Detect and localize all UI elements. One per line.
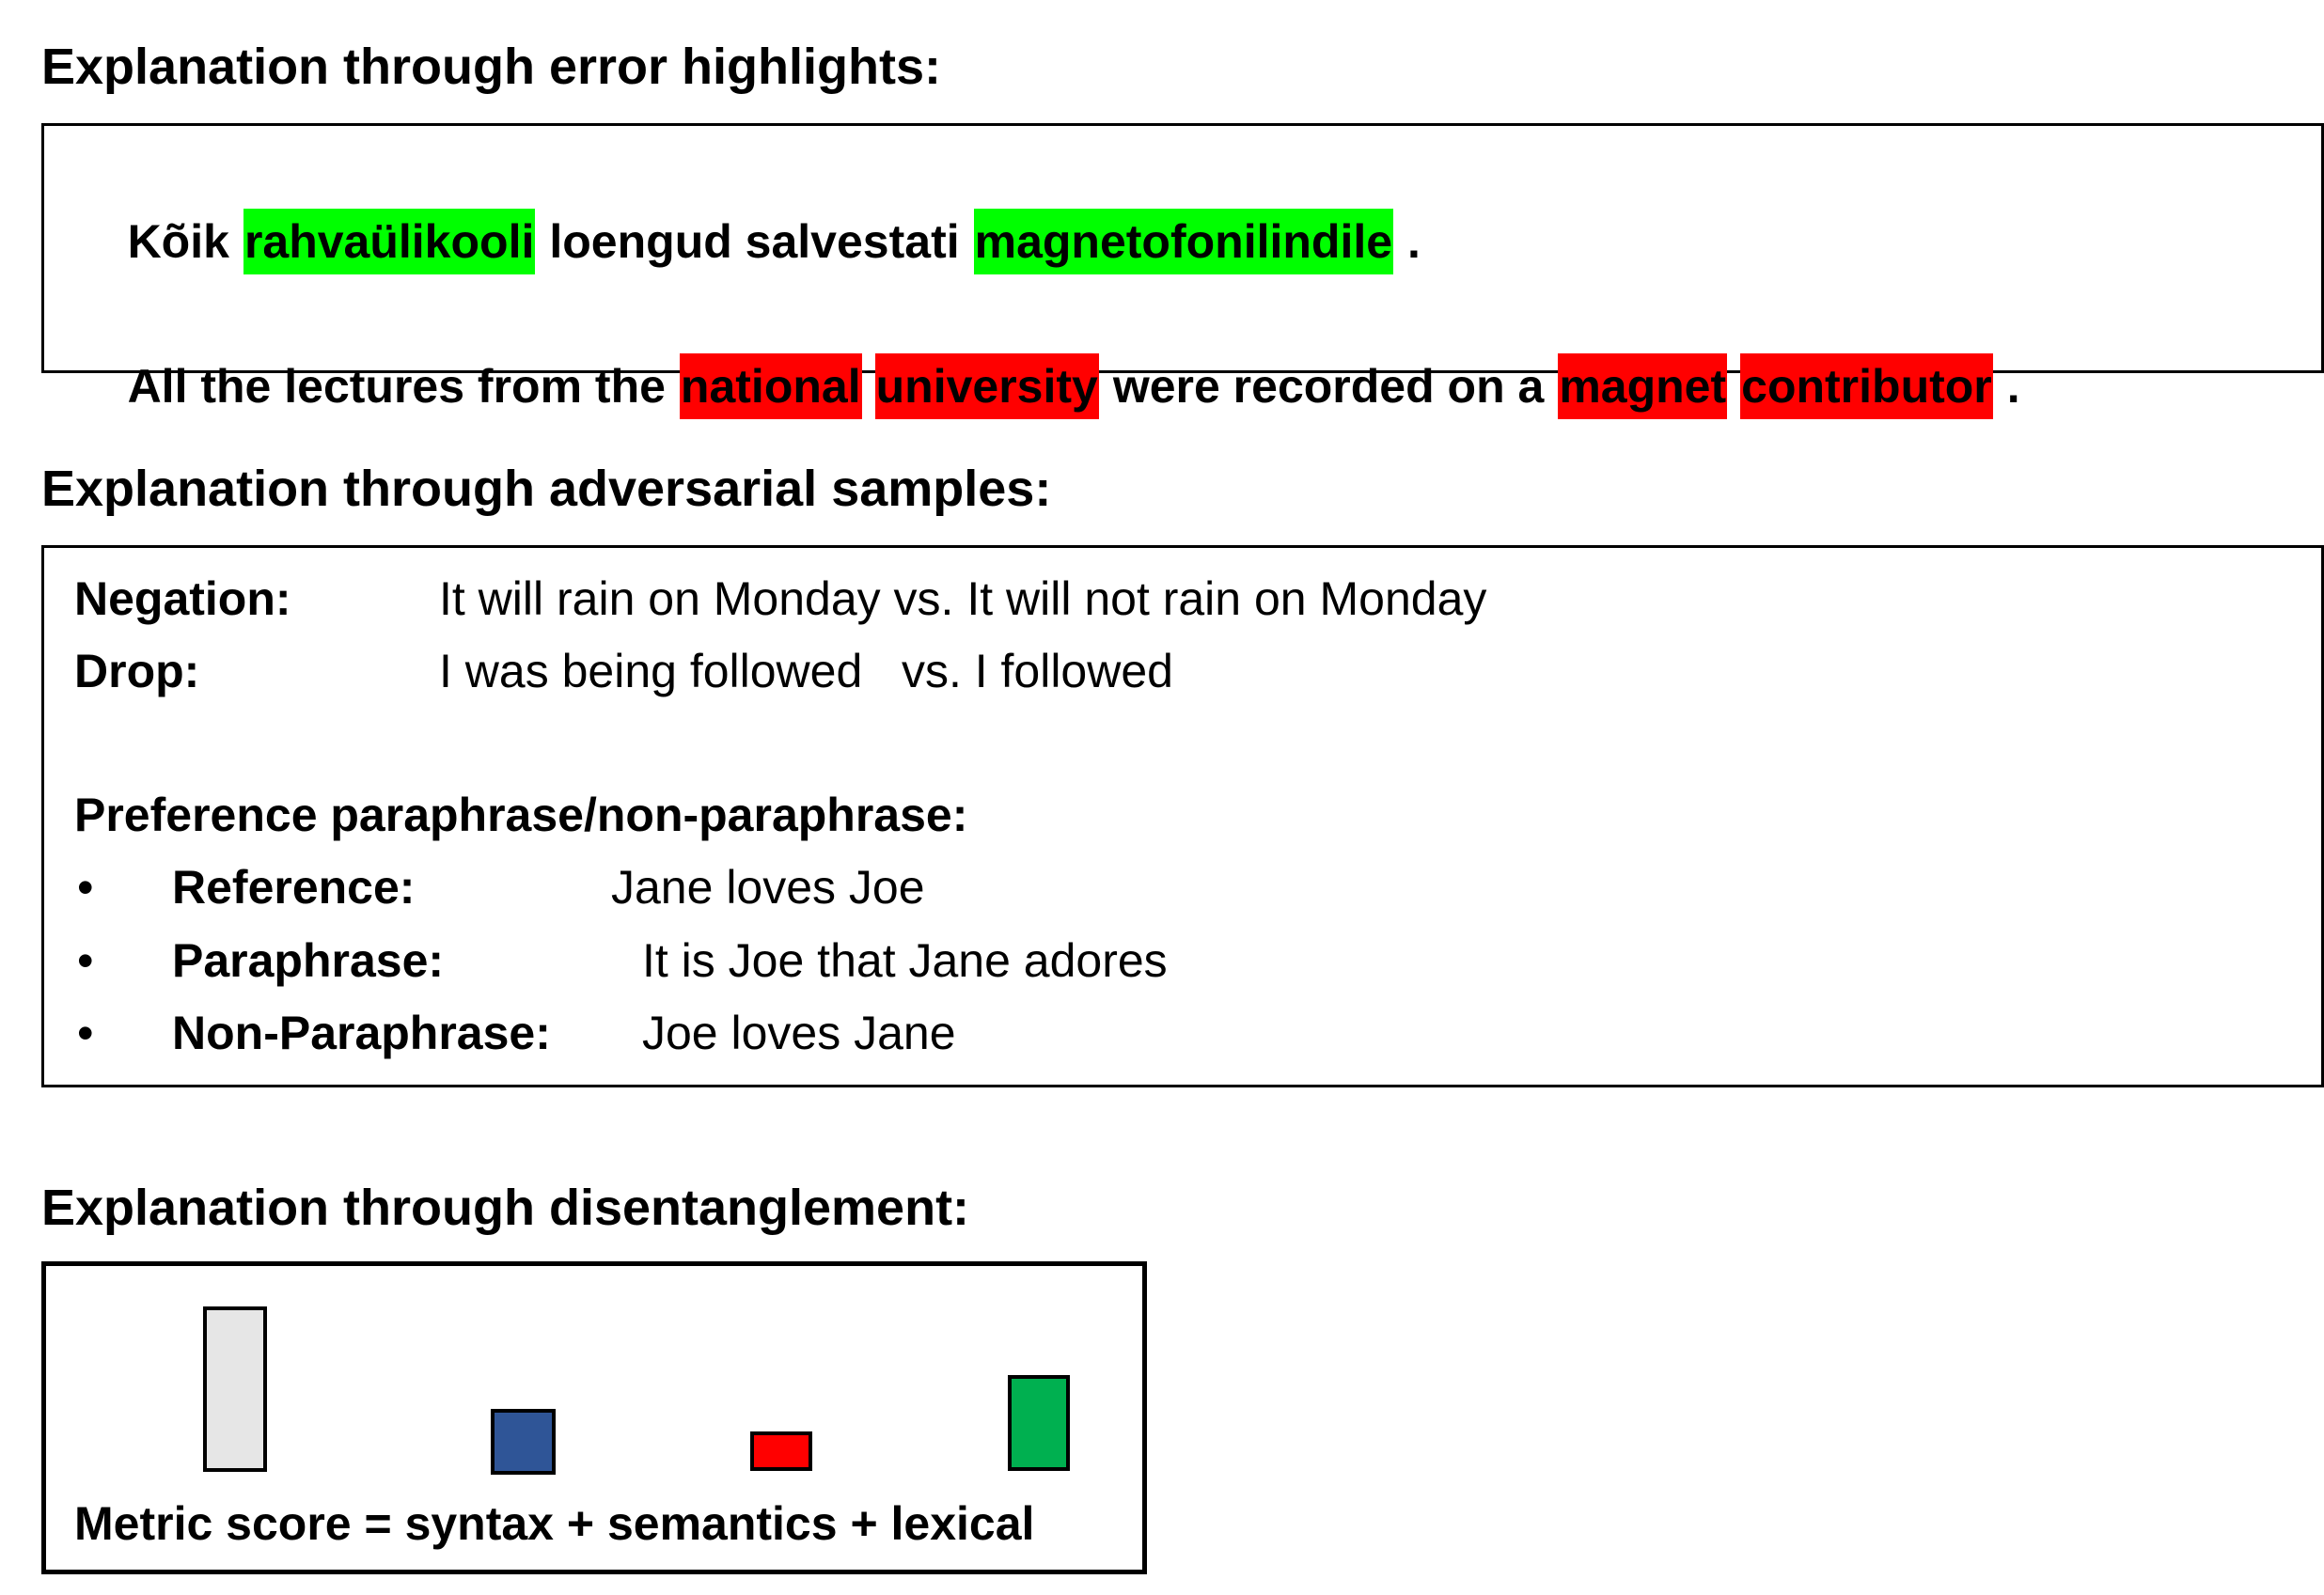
- metric-bar: [203, 1306, 267, 1472]
- item-text: It is Joe that Jane adores: [642, 934, 1168, 987]
- syntax-bar: [491, 1409, 556, 1475]
- lexical-bar: [1008, 1375, 1070, 1471]
- bullet: •: [77, 861, 94, 914]
- source-sentence: Kõik rahvaülikooli loengud salvestati magne…: [74, 143, 1435, 340]
- target-sentence: All the lectures from the national univers…: [74, 288, 2034, 485]
- item-text: Joe loves Jane: [642, 1007, 956, 1059]
- error-token: contributor: [1740, 353, 1993, 419]
- bullet: •: [77, 934, 94, 987]
- section-title: Explanation through adversarial samples:: [41, 461, 1052, 517]
- adversarial-box: [41, 545, 2324, 1087]
- error-token: magnet: [1558, 353, 1728, 419]
- highlighted-token: rahvaülikooli: [243, 209, 536, 274]
- section-title: Explanation through error highlights:: [41, 39, 941, 95]
- caption: Metric score = syntax + semantics + lexi…: [74, 1497, 1035, 1550]
- highlight-box: [41, 123, 2324, 373]
- token: .: [1407, 215, 1421, 268]
- row-label: Negation:: [74, 572, 291, 625]
- item-label: Non-Paraphrase:: [172, 1007, 551, 1059]
- error-token: university: [874, 353, 1099, 419]
- bullet: •: [77, 1007, 94, 1059]
- row-label: Drop:: [74, 645, 200, 697]
- token: were recorded on a: [1112, 360, 1545, 413]
- token: Kõik: [127, 215, 229, 268]
- item-label: Reference:: [172, 861, 416, 914]
- semantics-bar: [750, 1431, 812, 1471]
- item-label: Paraphrase:: [172, 934, 445, 987]
- row-text: It will rain on Monday vs. It will not r…: [439, 572, 1487, 625]
- highlighted-token: magnetofonilindile: [973, 209, 1394, 274]
- row-text: I was being followed vs. I followed: [439, 645, 1173, 697]
- token: .: [2006, 360, 2020, 413]
- disentanglement-box: [41, 1261, 1147, 1574]
- error-token: national: [679, 353, 862, 419]
- subheading: Preference paraphrase/non-paraphrase:: [74, 789, 968, 841]
- item-text: Jane loves Joe: [611, 861, 925, 914]
- token: loengud salvestati: [549, 215, 960, 268]
- token: All the lectures from the: [127, 360, 666, 413]
- section-title: Explanation through disentanglement:: [41, 1180, 970, 1236]
